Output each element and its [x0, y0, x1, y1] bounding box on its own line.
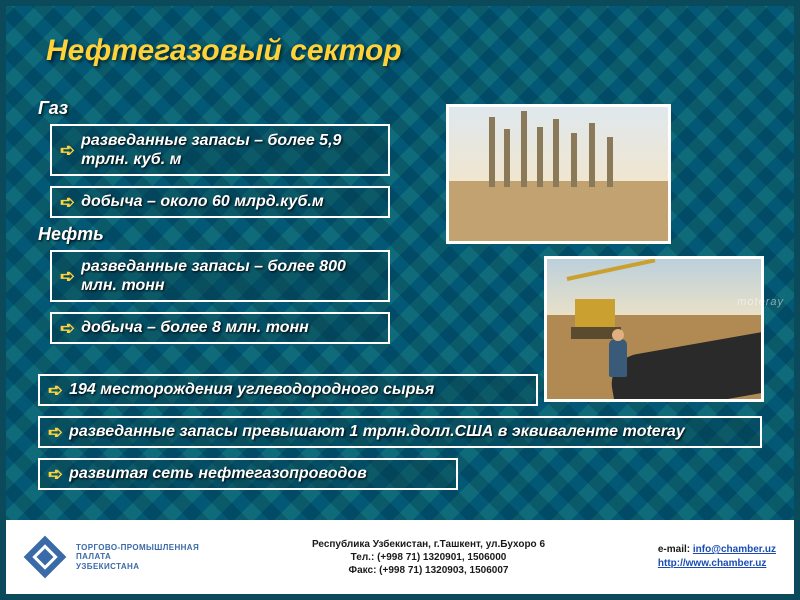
ground — [449, 181, 668, 241]
tower — [537, 127, 543, 187]
arrow-icon: ➪ — [48, 381, 63, 399]
bullet-text: 194 месторождения углеводородного сырья — [69, 380, 434, 399]
arrow-icon: ➪ — [48, 465, 63, 483]
bullet-text: развитая сеть нефтегазопроводов — [69, 464, 367, 483]
org-name: ТОРГОВО-ПРОМЫШЛЕННАЯ ПАЛАТА УЗБЕКИСТАНА — [76, 543, 199, 571]
bullet-oil-reserves: ➪ разведанные запасы – более 800 млн. то… — [50, 250, 390, 302]
bullet-text: добыча – около 60 млрд.куб.м — [81, 192, 324, 211]
bullet-gas-reserves: ➪ разведанные запасы – более 5,9 трлн. к… — [50, 124, 390, 176]
section-gas-label: Газ — [38, 98, 68, 119]
arrow-icon: ➪ — [60, 141, 75, 159]
arrow-icon: ➪ — [60, 267, 75, 285]
chamber-logo-icon — [24, 536, 66, 578]
tower — [489, 117, 495, 187]
bullet-text: добыча – более 8 млн. тонн — [81, 318, 309, 337]
slide: Нефтегазовый сектор Газ ➪ разведанные за… — [0, 0, 800, 600]
image-pipeline — [544, 256, 764, 402]
tower — [589, 123, 595, 187]
footer-address: Республика Узбекистан, г.Ташкент, ул.Бух… — [199, 538, 658, 551]
bullet-deposits: ➪ 194 месторождения углеводородного сырь… — [38, 374, 538, 406]
org-line2: ПАЛАТА — [76, 552, 199, 561]
watermark: moteray — [737, 296, 784, 308]
footer-links: e-mail: info@chamber.uz http://www.chamb… — [658, 543, 776, 571]
org-line3: УЗБЕКИСТАНА — [76, 562, 199, 571]
bullet-value: ➪ разведанные запасы превышают 1 трлн.до… — [38, 416, 762, 448]
bullet-oil-production: ➪ добыча – более 8 млн. тонн — [50, 312, 390, 344]
arrow-icon: ➪ — [60, 193, 75, 211]
bullet-network: ➪ развитая сеть нефтегазопроводов — [38, 458, 458, 490]
footer-tel: Тел.: (+998 71) 1320901, 1506000 — [199, 551, 658, 564]
bullet-gas-production: ➪ добыча – около 60 млрд.куб.м — [50, 186, 390, 218]
crane — [567, 269, 637, 349]
slide-title: Нефтегазовый сектор — [46, 34, 402, 68]
website-link[interactable]: http://www.chamber.uz — [658, 558, 767, 569]
arrow-icon: ➪ — [48, 423, 63, 441]
bullet-text: разведанные запасы превышают 1 трлн.долл… — [69, 422, 685, 441]
email-link[interactable]: info@chamber.uz — [693, 544, 776, 555]
bullet-text: разведанные запасы – более 5,9 трлн. куб… — [81, 131, 378, 169]
tower — [553, 119, 559, 187]
tower — [607, 137, 613, 187]
tower — [521, 111, 527, 187]
arrow-icon: ➪ — [60, 319, 75, 337]
section-oil-label: Нефть — [38, 224, 104, 245]
footer-contact: Республика Узбекистан, г.Ташкент, ул.Бух… — [199, 538, 658, 577]
tower — [571, 133, 577, 187]
footer: ТОРГОВО-ПРОМЫШЛЕННАЯ ПАЛАТА УЗБЕКИСТАНА … — [6, 520, 794, 594]
tower — [504, 129, 510, 187]
worker — [609, 339, 627, 377]
bullet-text: разведанные запасы – более 800 млн. тонн — [81, 257, 378, 295]
image-refinery — [446, 104, 671, 244]
org-line1: ТОРГОВО-ПРОМЫШЛЕННАЯ — [76, 543, 199, 552]
footer-logo-block: ТОРГОВО-ПРОМЫШЛЕННАЯ ПАЛАТА УЗБЕКИСТАНА — [24, 536, 199, 578]
email-label: e-mail: — [658, 544, 690, 555]
footer-fax: Факс: (+998 71) 1320903, 1506007 — [199, 564, 658, 577]
